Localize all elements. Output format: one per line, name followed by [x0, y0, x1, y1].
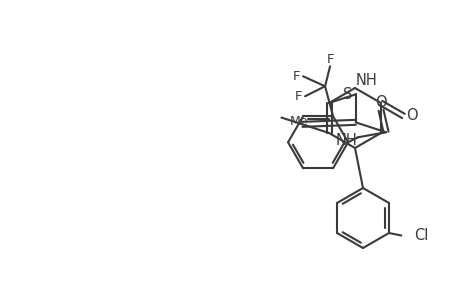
Text: F: F — [294, 90, 301, 103]
Text: Cl: Cl — [414, 228, 428, 243]
Text: F: F — [291, 70, 299, 83]
Text: O: O — [375, 95, 386, 110]
Text: S: S — [342, 87, 352, 102]
Text: O: O — [405, 109, 416, 124]
Text: NH: NH — [335, 133, 356, 148]
Text: NH: NH — [355, 73, 377, 88]
Text: F: F — [325, 53, 333, 66]
Text: Me: Me — [289, 115, 307, 128]
